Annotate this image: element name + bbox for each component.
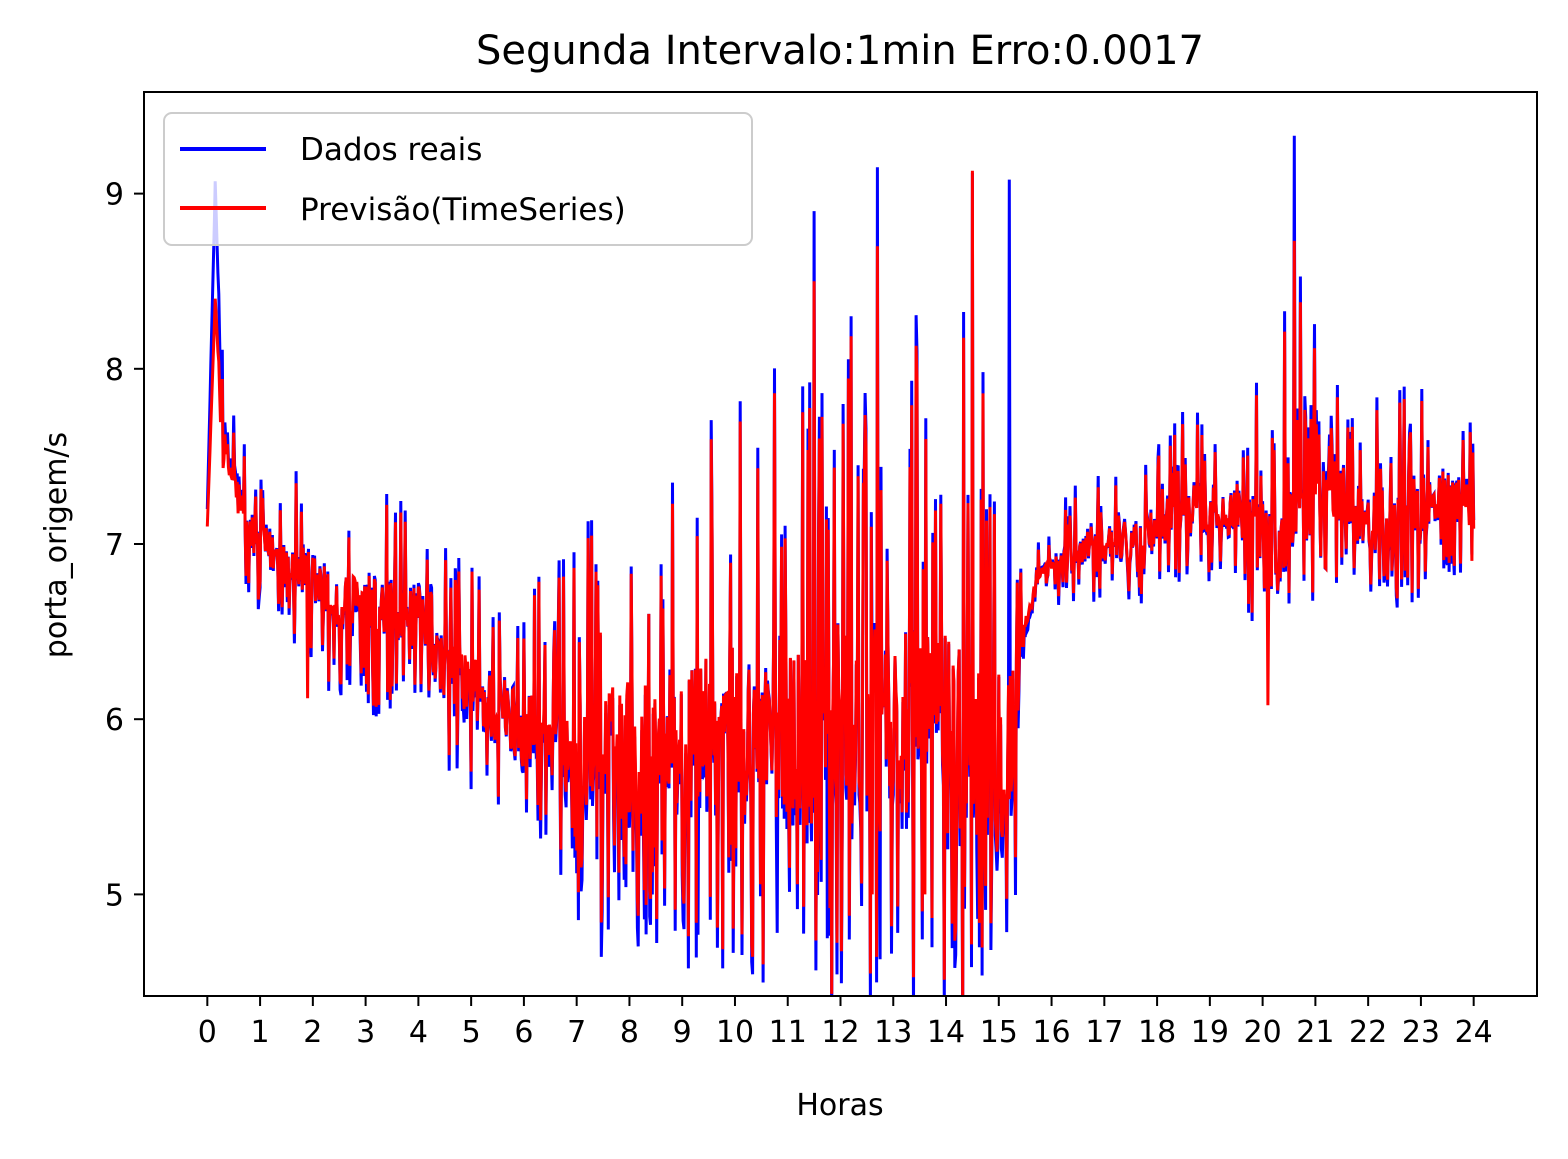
legend-label-dados-reais: Dados reais [300,132,482,168]
y-tick-label: 6 [105,703,124,738]
legend: Dados reais Previsão(TimeSeries) [163,112,753,246]
x-tick-label: 2 [303,1015,322,1050]
y-tick-label: 7 [105,528,124,563]
y-tick-label: 5 [105,878,124,913]
x-tick-label: 7 [567,1015,586,1050]
x-tick-label: 11 [769,1015,807,1050]
chart-title: Segunda Intervalo:1min Erro:0.0017 [476,28,1204,74]
x-tick-label: 21 [1296,1015,1334,1050]
x-tick-label: 14 [927,1015,965,1050]
x-axis-label: Horas [796,1088,883,1123]
x-tick-label: 22 [1349,1015,1387,1050]
x-tick-label: 9 [673,1015,692,1050]
series-line-previsao [205,170,1476,996]
x-tick-label: 10 [716,1015,754,1050]
legend-label-previsao: Previsão(TimeSeries) [300,192,626,228]
x-tick-label: 13 [874,1015,912,1050]
x-tick-label: 20 [1244,1015,1282,1050]
y-axis-label: porta_origem/s [39,432,74,658]
x-tick-label: 19 [1191,1015,1229,1050]
axis-ticks: 0 1 2 3 4 5 6 7 8 9 10 11 12 13 14 15 16 17 18 19 20 21 22 23 24… [105,178,1493,1050]
series-layer [205,135,1476,996]
x-tick-label: 8 [620,1015,639,1050]
x-tick-label: 17 [1085,1015,1123,1050]
y-tick-label: 8 [105,353,124,388]
x-tick-label: 6 [514,1015,533,1050]
x-tick-label: 3 [356,1015,375,1050]
x-tick-label: 15 [980,1015,1018,1050]
x-tick-label: 24 [1455,1015,1493,1050]
legend-box [163,112,753,246]
x-tick-label: 16 [1032,1015,1070,1050]
x-tick-label: 5 [462,1015,481,1050]
x-tick-label: 1 [251,1015,270,1050]
x-tick-label: 4 [409,1015,428,1050]
x-tick-label: 0 [198,1015,217,1050]
x-tick-label: 18 [1138,1015,1176,1050]
plot-frame [143,91,1538,997]
y-tick-label: 9 [105,178,124,213]
x-tick-label: 23 [1402,1015,1440,1050]
x-tick-label: 12 [821,1015,859,1050]
